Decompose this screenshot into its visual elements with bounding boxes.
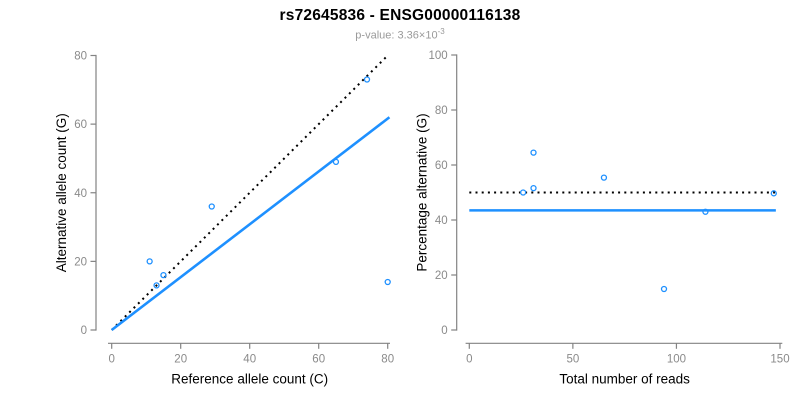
data-point [384, 278, 391, 286]
y-tick-label: 100 [429, 50, 448, 62]
x-axis-title: Reference allele count (C) [171, 371, 328, 386]
data-point [660, 285, 668, 293]
y-tick-label: 0 [81, 325, 87, 337]
y-tick-label: 60 [435, 160, 448, 172]
x-tick-label: 40 [243, 353, 256, 365]
y-tick-label: 80 [74, 51, 87, 63]
y-tick-label: 20 [435, 270, 448, 282]
y-axis-title: Percentage alternative (G) [415, 113, 430, 271]
y-tick-label: 40 [435, 215, 448, 227]
data-point [332, 158, 340, 166]
fit-line [110, 116, 391, 332]
x-tick-label: 60 [312, 353, 325, 365]
y-tick-label: 0 [441, 325, 447, 337]
x-axis-title: Total number of reads [559, 371, 690, 386]
data-point [770, 190, 777, 197]
y-tick-label: 20 [74, 256, 87, 268]
x-tick-label: 0 [108, 353, 114, 365]
identity-line [110, 54, 389, 331]
panel-allele-counts: 0 20 40 60 80 0 20 40 60 80 Reference allele count… [54, 51, 394, 387]
x-tick-label: 80 [381, 353, 394, 365]
y-axis-title: Alternative allele count (G) [54, 113, 69, 272]
x-tick-label: 150 [770, 353, 789, 365]
data-point [146, 258, 153, 265]
x-tick-label: 100 [667, 353, 686, 365]
data-point [600, 174, 608, 181]
data-point [208, 203, 215, 210]
x-tick-label: 50 [566, 353, 579, 365]
data-point [702, 208, 709, 215]
data-point [153, 282, 160, 289]
data-point [530, 184, 537, 192]
y-tick-label: 40 [74, 188, 87, 200]
data-point [363, 76, 371, 83]
x-tick-label: 20 [174, 353, 187, 365]
y-tick-label: 80 [435, 105, 448, 117]
data-point [520, 189, 527, 196]
panel-percentage-vs-reads: 0 50 100 150 0 20 40 60 80 100 Total number of rea… [415, 50, 790, 386]
data-point [530, 149, 537, 156]
data-point [160, 271, 167, 279]
x-tick-label: 0 [466, 353, 472, 365]
y-tick-label: 60 [74, 119, 87, 131]
